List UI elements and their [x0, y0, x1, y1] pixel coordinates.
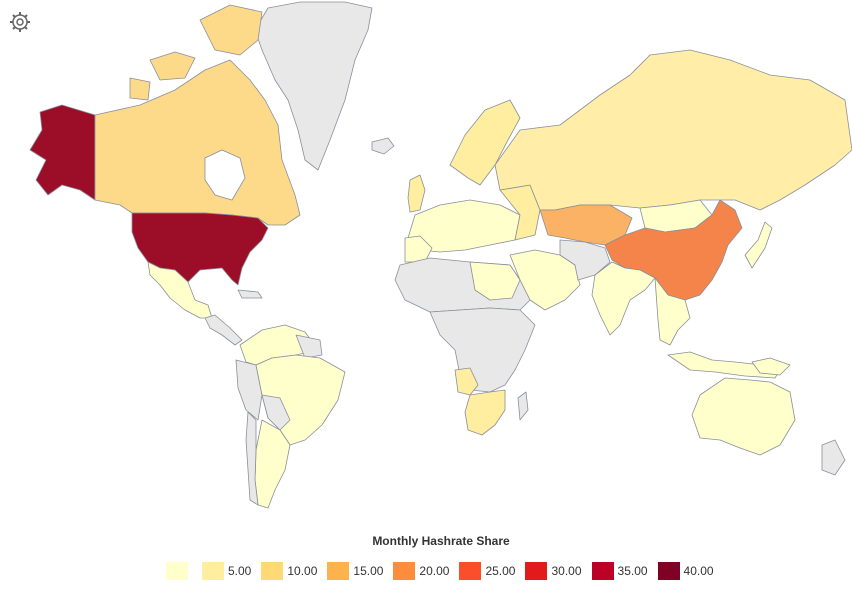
country-canada-islands[interactable] [129, 4, 263, 101]
legend-item[interactable]: 30.00 [525, 562, 582, 580]
legend-item[interactable]: 40.00 [657, 562, 714, 580]
country-southern-africa[interactable] [464, 389, 506, 436]
legend-item[interactable]: 20.00 [393, 562, 449, 580]
legend-swatch [393, 562, 416, 580]
legend-swatch [327, 562, 350, 580]
country-central-africa[interactable] [429, 307, 536, 393]
country-iceland[interactable] [371, 137, 395, 155]
legend-swatch [261, 562, 284, 580]
country-central-america[interactable] [204, 289, 263, 346]
legend-swatch [166, 562, 188, 580]
legend-label: 20.00 [419, 564, 450, 578]
country-new-zealand[interactable] [821, 439, 846, 476]
legend-swatch [591, 562, 614, 580]
country-greenland[interactable] [254, 1, 373, 171]
legend-label: 10.00 [287, 564, 318, 578]
legend-item[interactable]: 35.00 [591, 562, 648, 580]
country-southeast-asia[interactable] [654, 277, 691, 346]
country-australia[interactable] [691, 377, 796, 456]
country-bolivia-paraguay[interactable] [261, 394, 291, 431]
legend-swatch [459, 562, 482, 580]
legend-title: Monthly Hashrate Share [372, 534, 510, 548]
country-libya-egypt[interactable] [469, 261, 521, 301]
legend-items: 5.00 10.00 15.00 20.00 25.00 30.00 35.00 40.00 [166, 562, 724, 580]
legend-item[interactable]: 10.00 [261, 562, 317, 580]
legend-label: 30.00 [551, 564, 582, 578]
legend-label: 5.00 [228, 564, 252, 578]
legend-item[interactable] [166, 562, 192, 580]
legend-label: 15.00 [353, 564, 384, 578]
legend-item[interactable]: 25.00 [459, 562, 515, 580]
country-new-guinea[interactable] [751, 357, 791, 376]
legend-item[interactable]: 15.00 [327, 562, 383, 580]
map-legend: Monthly Hashrate Share 5.00 10.00 15.00 20.… [0, 534, 852, 580]
legend-item[interactable]: 5.00 [202, 562, 251, 580]
country-madagascar[interactable] [517, 391, 529, 421]
legend-swatch [525, 562, 548, 580]
legend-label: 40.00 [683, 564, 714, 578]
country-scandinavia[interactable] [449, 99, 521, 186]
country-chile[interactable] [245, 411, 259, 506]
world-map [29, 1, 852, 509]
country-iberia[interactable] [404, 235, 433, 263]
country-japan[interactable] [744, 221, 773, 269]
gear-icon[interactable] [8, 10, 32, 34]
country-canada[interactable] [94, 59, 301, 226]
country-alaska[interactable] [29, 104, 96, 201]
legend-swatch [657, 562, 680, 580]
country-india[interactable] [591, 261, 656, 336]
country-guianas[interactable] [295, 334, 323, 359]
legend-label: 35.00 [617, 564, 648, 578]
hudson-bay [204, 149, 246, 201]
legend-swatch [202, 562, 224, 580]
legend-label: 25.00 [485, 564, 516, 578]
country-russia[interactable] [494, 49, 852, 211]
country-uk[interactable] [407, 174, 426, 213]
country-angola[interactable] [454, 367, 479, 396]
